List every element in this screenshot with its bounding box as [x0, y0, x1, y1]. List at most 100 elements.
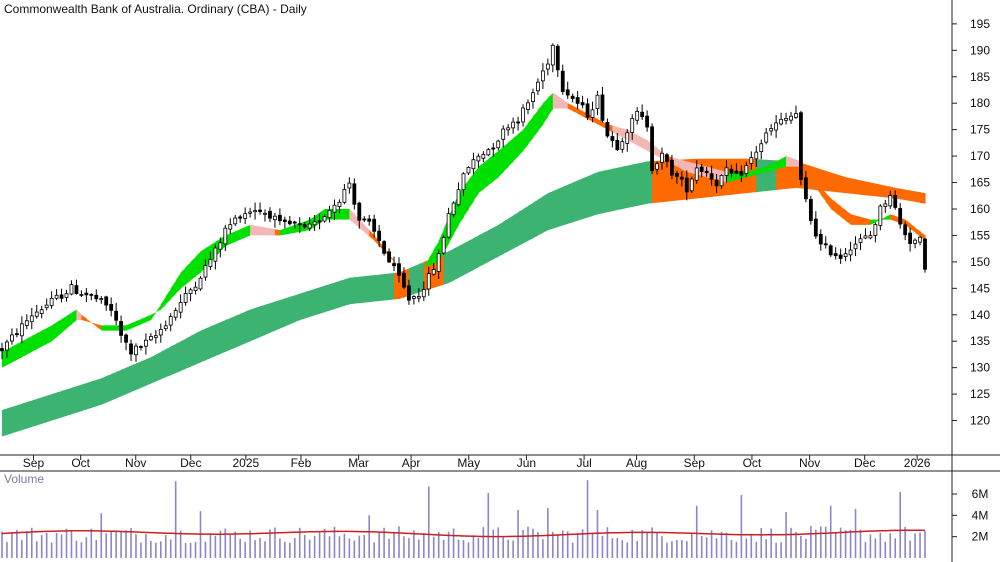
short-band-segment [761, 166, 767, 174]
x-tick-label: Jul [576, 456, 591, 470]
candle-body [74, 285, 79, 294]
candle-body [14, 333, 19, 336]
long-band-segment [612, 167, 618, 212]
candle-body [709, 173, 714, 180]
short-band-segment [592, 116, 599, 125]
price-panel [0, 43, 927, 437]
short-band-segment [369, 230, 375, 241]
short-term-band [2, 92, 926, 368]
short-band-segment [681, 160, 688, 172]
short-band-segment [865, 218, 872, 225]
long-band-segment [567, 182, 574, 224]
candle-body [903, 224, 908, 236]
long-band-segment [389, 272, 395, 300]
candle-body [24, 320, 29, 326]
long-band-segment [637, 162, 643, 206]
short-band-segment [567, 103, 574, 112]
short-band-segment [260, 226, 266, 236]
long-band-segment [364, 275, 370, 303]
candle-body [79, 294, 84, 296]
candle-body [714, 179, 719, 187]
short-band-segment [676, 158, 683, 170]
candle-body [153, 335, 158, 338]
candle-body [496, 140, 501, 149]
long-band-segment [855, 179, 862, 195]
candle-body [784, 117, 788, 121]
long-band-segment [255, 306, 261, 340]
volume-tick-label: 2M [972, 530, 989, 544]
candle-body [536, 81, 540, 92]
short-band-segment [230, 231, 236, 244]
long-band-segment [820, 169, 827, 192]
short-band-segment [31, 333, 38, 352]
candle-body [5, 341, 9, 351]
candle-body [600, 94, 605, 121]
long-band-segment [309, 288, 316, 317]
short-band-segment [2, 349, 8, 368]
candle-body [511, 121, 516, 129]
short-band-segment [6, 346, 13, 366]
long-band-segment [279, 298, 286, 329]
candle-body [332, 204, 337, 213]
candle-body [109, 303, 114, 311]
candle-body [848, 249, 853, 256]
x-tick-label: Apr [402, 456, 421, 470]
x-tick-label: Sep [684, 456, 706, 470]
candle-body [789, 115, 793, 121]
short-band-segment [41, 327, 48, 347]
candle-body [10, 334, 14, 342]
long-band-segment [314, 287, 321, 316]
long-band-segment [622, 165, 628, 209]
long-band-segment [542, 193, 549, 233]
short-band-segment [756, 167, 762, 175]
short-band-segment [96, 324, 102, 331]
candle-body [397, 263, 401, 276]
short-band-segment [612, 125, 618, 135]
long-band-segment [36, 397, 43, 426]
short-band-segment [126, 323, 132, 331]
x-tick-label: Oct [71, 456, 90, 470]
candle-body [674, 173, 679, 177]
long-band-segment [66, 387, 73, 416]
short-band-segment [235, 229, 241, 242]
short-band-segment [91, 322, 97, 327]
long-band-segment [607, 168, 613, 213]
long-band-segment [920, 192, 926, 204]
long-band-segment [150, 354, 157, 384]
long-band-segment [21, 402, 28, 431]
candle-body [660, 152, 664, 163]
long-band-segment [468, 238, 475, 273]
candle-body [734, 170, 739, 174]
candle-body [39, 309, 44, 314]
short-band-segment [359, 219, 365, 233]
candle-body [689, 178, 694, 192]
long-band-segment [617, 166, 623, 211]
long-band-segment [339, 279, 346, 308]
candle-body [481, 154, 486, 159]
long-band-segment [344, 277, 350, 306]
short-band-segment [542, 97, 549, 125]
candle-body [158, 329, 163, 336]
candle-body [426, 273, 431, 290]
candle-body [828, 245, 833, 256]
candle-body [540, 70, 545, 82]
long-band-segment [532, 199, 539, 239]
short-band-segment [344, 208, 350, 220]
long-band-segment [493, 224, 499, 260]
candle-body [670, 159, 674, 176]
short-band-segment [483, 158, 489, 190]
short-band-segment [135, 319, 142, 327]
short-band-segment [165, 288, 172, 305]
long-band-segment [572, 180, 579, 223]
short-band-segment [776, 158, 782, 170]
long-band-segment [140, 359, 147, 388]
long-band-segment [46, 394, 53, 423]
short-band-segment [642, 137, 648, 151]
candle-body [501, 128, 506, 140]
short-band-segment [51, 322, 58, 342]
candle-body [888, 195, 893, 207]
candle-body [823, 243, 828, 246]
candle-body [94, 294, 99, 300]
long-band-segment [786, 160, 792, 189]
volume-panel: 6M 4M 2M Volume [1, 472, 989, 558]
